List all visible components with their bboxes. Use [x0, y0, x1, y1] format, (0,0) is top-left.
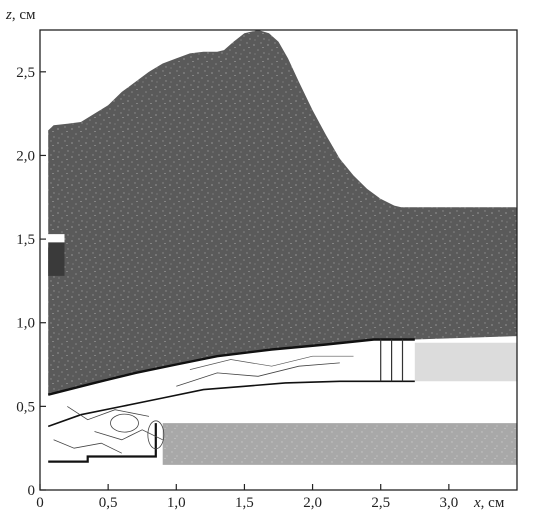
y-tick-label: 2,5	[16, 65, 35, 81]
x-tick-label: 3,0	[439, 495, 458, 511]
vortex-contour-4	[189, 355, 354, 370]
dark-inlet-block	[48, 242, 65, 276]
y-axis-title: z, см	[5, 7, 36, 23]
dark-upper-region	[48, 30, 517, 395]
vortex-contour-3	[176, 362, 340, 387]
lower-wall-step	[48, 423, 157, 463]
y-tick-label: 0	[28, 483, 36, 499]
x-tick-label: 2,0	[303, 495, 322, 511]
boundary-details	[47, 338, 415, 463]
x-tick-label: 0,5	[99, 495, 118, 511]
y-axis-variable: z	[5, 7, 12, 23]
x-tick-label: 2,5	[371, 495, 390, 511]
x-tick-label: 1,0	[167, 495, 186, 511]
vortex-core	[110, 413, 139, 433]
vortex-contour-1	[67, 406, 150, 421]
upper-shear-boundary	[47, 338, 415, 396]
light-lower-band	[162, 423, 517, 465]
x-tick-label: 1,5	[235, 495, 254, 511]
y-axis-unit: , см	[12, 7, 36, 23]
plot-frame	[39, 29, 518, 491]
y-tick-label: 1,5	[16, 232, 35, 248]
x-axis-variable: x	[473, 495, 481, 511]
y-tick-label: 1,0	[16, 316, 35, 332]
x-axis-ticks: 0 0,5 1,0 1,5 2,0 2,5 3,0	[36, 484, 458, 511]
x-axis-title: x, см	[473, 495, 505, 511]
vortex-contour-5	[53, 439, 122, 454]
lower-shear-boundary	[47, 380, 415, 428]
x-tick-label: 0	[36, 495, 44, 511]
y-tick-label: 0,5	[16, 399, 35, 415]
y-axis-ticks: 0 0,5 1,0 1,5 2,0 2,5	[16, 65, 46, 499]
x-axis-unit: , см	[481, 495, 505, 511]
light-upper-band	[414, 342, 517, 382]
vortex-core-2	[147, 420, 165, 450]
y-tick-label: 2,0	[16, 148, 35, 164]
flow-regions	[48, 30, 517, 465]
vortex-contour-2	[94, 429, 163, 441]
